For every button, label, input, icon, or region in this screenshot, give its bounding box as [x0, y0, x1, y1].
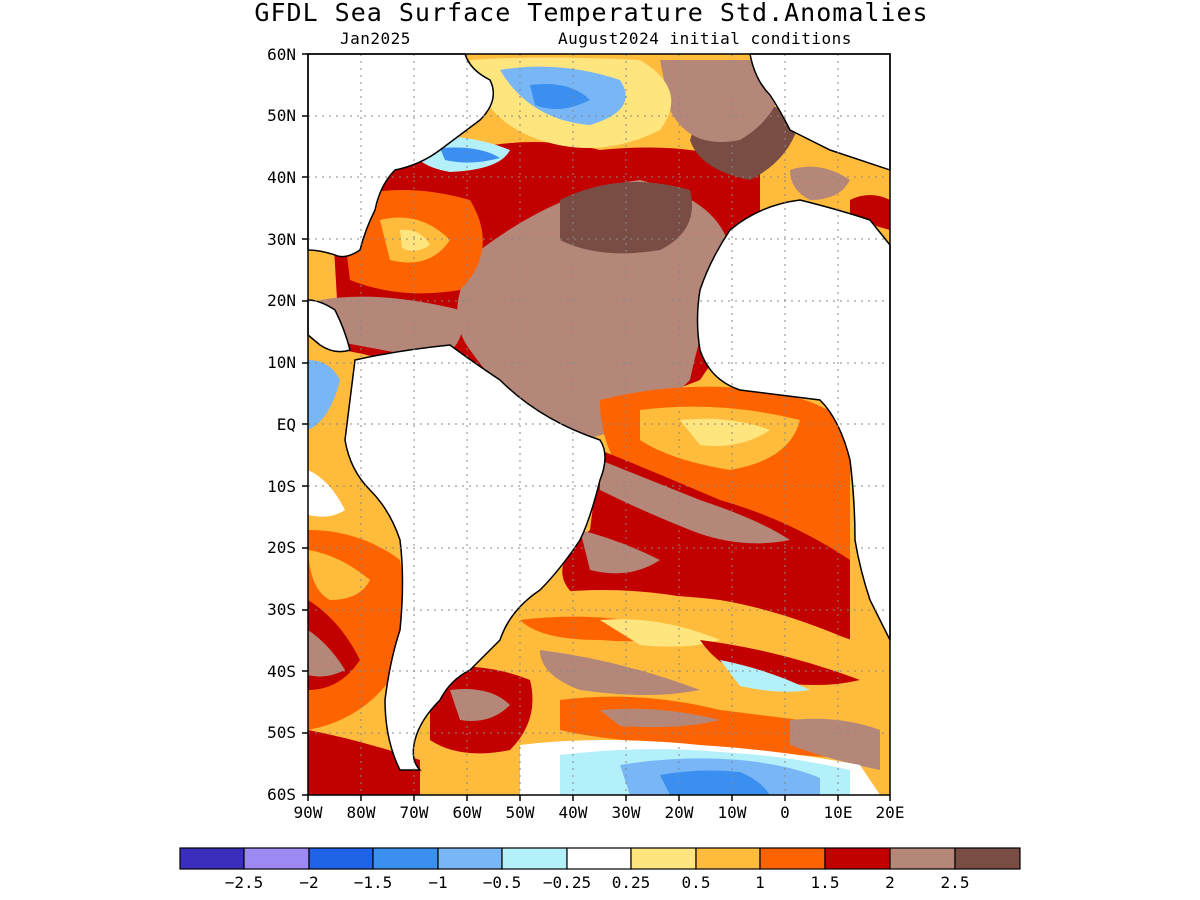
colorbar-label: 2	[885, 873, 895, 892]
lat-label: 50S	[267, 723, 296, 742]
lon-label: 90W	[293, 803, 323, 822]
colorbar-box-5	[437, 847, 503, 870]
lon-label: 80W	[346, 803, 376, 822]
colorbar-label: 0.5	[681, 873, 711, 892]
colorbar	[179, 847, 1021, 870]
lon-label: 30W	[611, 803, 641, 822]
colorbar-label: 1	[755, 873, 765, 892]
colorbar-label: 2.5	[940, 873, 970, 892]
lat-label: 10S	[267, 477, 296, 496]
lat-label: 50N	[267, 106, 296, 125]
colorbar-label: −0.25	[542, 873, 592, 892]
lon-label: 20E	[875, 803, 905, 822]
colorbar-label: −2	[299, 873, 319, 892]
africa-land	[696, 199, 891, 641]
colorbar-box-2	[243, 847, 310, 870]
north-america-land	[307, 53, 495, 258]
colorbar-box-6	[501, 847, 568, 870]
lon-label: 10W	[717, 803, 747, 822]
colorbar-box-9	[695, 847, 761, 870]
colorbar-box-10	[759, 847, 826, 870]
lat-label: 20S	[267, 538, 296, 557]
colorbar-label: −1	[428, 873, 448, 892]
lat-label: 40S	[267, 662, 296, 681]
colorbar-box-4	[372, 847, 439, 870]
colorbar-box-8	[630, 847, 697, 870]
map-gridlines	[308, 54, 890, 795]
lon-label: 0	[780, 803, 790, 822]
axis-ticks	[302, 53, 891, 801]
colorbar-label: −2.5	[224, 873, 264, 892]
colorbar-label: 1.5	[810, 873, 840, 892]
colorbar-box-1	[179, 847, 245, 870]
colorbar-box-13	[954, 847, 1021, 870]
lat-label: 30S	[267, 600, 296, 619]
lon-label: 60W	[452, 803, 482, 822]
lon-label: 10E	[823, 803, 853, 822]
map-title: GFDL Sea Surface Temperature Std.Anomali…	[254, 0, 929, 27]
lon-label: 50W	[505, 803, 535, 822]
south-america-land	[344, 344, 606, 771]
colorbar-label: −1.5	[353, 873, 393, 892]
lat-label: 10N	[267, 353, 296, 372]
lon-label: 20W	[664, 803, 694, 822]
colorbar-box-7	[566, 847, 632, 870]
lat-label: 40N	[267, 168, 296, 187]
lat-label: 30N	[267, 230, 296, 249]
lon-label: 40W	[558, 803, 588, 822]
colorbar-label: −0.5	[482, 873, 522, 892]
colorbar-label: 0.25	[611, 873, 651, 892]
initial-conditions-label: August2024 initial conditions	[558, 29, 852, 48]
lon-label: 70W	[399, 803, 429, 822]
lat-label: 60S	[267, 785, 296, 804]
lat-label: 20N	[267, 291, 296, 310]
forecast-month-label: Jan2025	[340, 29, 411, 48]
colorbar-box-11	[824, 847, 891, 870]
lat-label: 60N	[267, 45, 296, 64]
central-america-land	[307, 299, 351, 353]
colorbar-box-12	[889, 847, 956, 870]
colorbar-box-3	[308, 847, 374, 870]
lat-label: EQ	[276, 415, 296, 434]
